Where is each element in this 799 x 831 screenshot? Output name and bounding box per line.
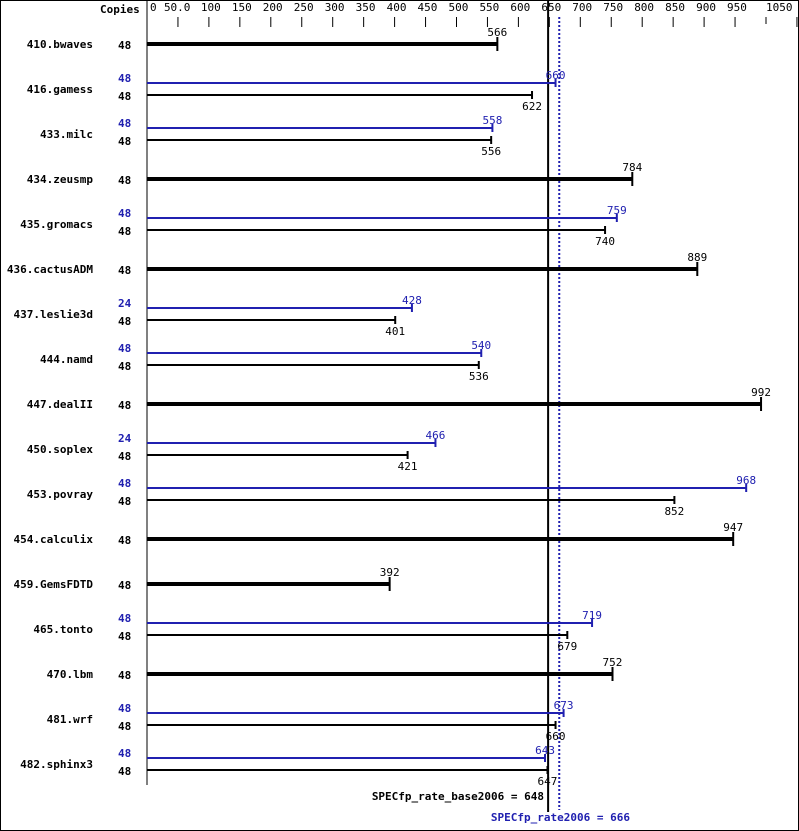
base-value-label: 992 <box>751 386 771 399</box>
peak-value-label: 968 <box>736 474 756 487</box>
base-value-label: 784 <box>622 161 642 174</box>
benchmark-name: 450.soplex <box>27 443 94 456</box>
x-tick-label: 150 <box>232 1 252 14</box>
peak-copies: 48 <box>118 72 131 85</box>
benchmark-name: 434.zeusmp <box>27 173 94 186</box>
base-value-label: 852 <box>664 505 684 518</box>
base-value-label: 889 <box>687 251 707 264</box>
base-copies: 48 <box>118 360 131 373</box>
peak-copies: 24 <box>118 297 132 310</box>
base-value-label: 679 <box>557 640 577 653</box>
benchmark-name: 435.gromacs <box>20 218 93 231</box>
base-copies: 48 <box>118 579 131 592</box>
base-copies: 48 <box>118 495 131 508</box>
peak-value-label: 673 <box>554 699 574 712</box>
peak-copies: 48 <box>118 477 131 490</box>
benchmark-name: 459.GemsFDTD <box>14 578 94 591</box>
peak-value-label: 540 <box>471 339 491 352</box>
benchmark-name: 454.calculix <box>14 533 94 546</box>
x-tick-label: 300 <box>325 1 345 14</box>
base-value-label: 536 <box>469 370 489 383</box>
base-value-label: 740 <box>595 235 615 248</box>
peak-value-label: 558 <box>482 114 502 127</box>
base-copies: 48 <box>118 669 131 682</box>
base-value-label: 752 <box>603 656 623 669</box>
x-tick-label: 1050 <box>766 1 793 14</box>
copies-header: Copies <box>100 3 140 16</box>
base-copies: 48 <box>118 315 131 328</box>
base-copies: 48 <box>118 534 131 547</box>
peak-copies: 48 <box>118 342 131 355</box>
peak-copies: 24 <box>118 432 132 445</box>
base-value-label: 392 <box>380 566 400 579</box>
x-tick-label: 400 <box>387 1 407 14</box>
benchmark-name: 482.sphinx3 <box>20 758 93 771</box>
base-value-label: 660 <box>546 730 566 743</box>
x-tick-label: 900 <box>696 1 716 14</box>
x-tick-label: 0 <box>150 1 157 14</box>
peak-summary-label: SPECfp_rate2006 = 666 <box>491 811 630 824</box>
x-tick-label: 800 <box>634 1 654 14</box>
base-value-label: 947 <box>723 521 743 534</box>
base-copies: 48 <box>118 720 131 733</box>
x-tick-label: 350 <box>356 1 376 14</box>
base-copies: 48 <box>118 765 131 778</box>
base-copies: 48 <box>118 135 131 148</box>
x-tick-label: 850 <box>665 1 685 14</box>
benchmark-name: 444.namd <box>40 353 93 366</box>
x-tick-label: 550 <box>479 1 499 14</box>
base-copies: 48 <box>118 264 131 277</box>
peak-copies: 48 <box>118 117 131 130</box>
peak-value-label: 759 <box>607 204 627 217</box>
peak-value-label: 428 <box>402 294 422 307</box>
peak-value-label: 643 <box>535 744 555 757</box>
base-copies: 48 <box>118 39 131 52</box>
base-copies: 48 <box>118 399 131 412</box>
base-value-label: 622 <box>522 100 542 113</box>
x-tick-label: 600 <box>510 1 530 14</box>
x-tick-label: 750 <box>603 1 623 14</box>
peak-copies: 48 <box>118 702 131 715</box>
x-tick-label: 450 <box>418 1 438 14</box>
base-value-label: 401 <box>385 325 405 338</box>
peak-copies: 48 <box>118 207 131 220</box>
x-tick-label: 200 <box>263 1 283 14</box>
peak-value-label: 660 <box>546 69 566 82</box>
base-copies: 48 <box>118 630 131 643</box>
base-copies: 48 <box>118 90 131 103</box>
x-tick-label: 500 <box>449 1 469 14</box>
peak-value-label: 466 <box>426 429 446 442</box>
x-tick-label: 100 <box>201 1 221 14</box>
peak-value-label: 719 <box>582 609 602 622</box>
x-tick-label: 50.0 <box>164 1 191 14</box>
benchmark-name: 465.tonto <box>33 623 93 636</box>
benchmark-name: 453.povray <box>27 488 94 501</box>
base-copies: 48 <box>118 174 131 187</box>
benchmark-name: 447.dealII <box>27 398 93 411</box>
base-value-label: 421 <box>398 460 418 473</box>
peak-copies: 48 <box>118 612 131 625</box>
base-copies: 48 <box>118 225 131 238</box>
base-value-label: 556 <box>481 145 501 158</box>
benchmark-name: 416.gamess <box>27 83 93 96</box>
benchmark-name: 481.wrf <box>47 713 93 726</box>
x-tick-label: 250 <box>294 1 314 14</box>
benchmark-name: 433.milc <box>40 128 93 141</box>
x-tick-label: 700 <box>572 1 592 14</box>
x-tick-label: 650 <box>541 1 561 14</box>
benchmark-name: 436.cactusADM <box>7 263 93 276</box>
x-tick-label: 950 <box>727 1 747 14</box>
base-value-label: 647 <box>538 775 558 788</box>
base-copies: 48 <box>118 450 131 463</box>
peak-copies: 48 <box>118 747 131 760</box>
benchmark-name: 437.leslie3d <box>14 308 93 321</box>
benchmark-name: 470.lbm <box>47 668 94 681</box>
benchmark-name: 410.bwaves <box>27 38 93 51</box>
base-value-label: 566 <box>487 26 507 39</box>
base-summary-label: SPECfp_rate_base2006 = 648 <box>372 790 544 803</box>
